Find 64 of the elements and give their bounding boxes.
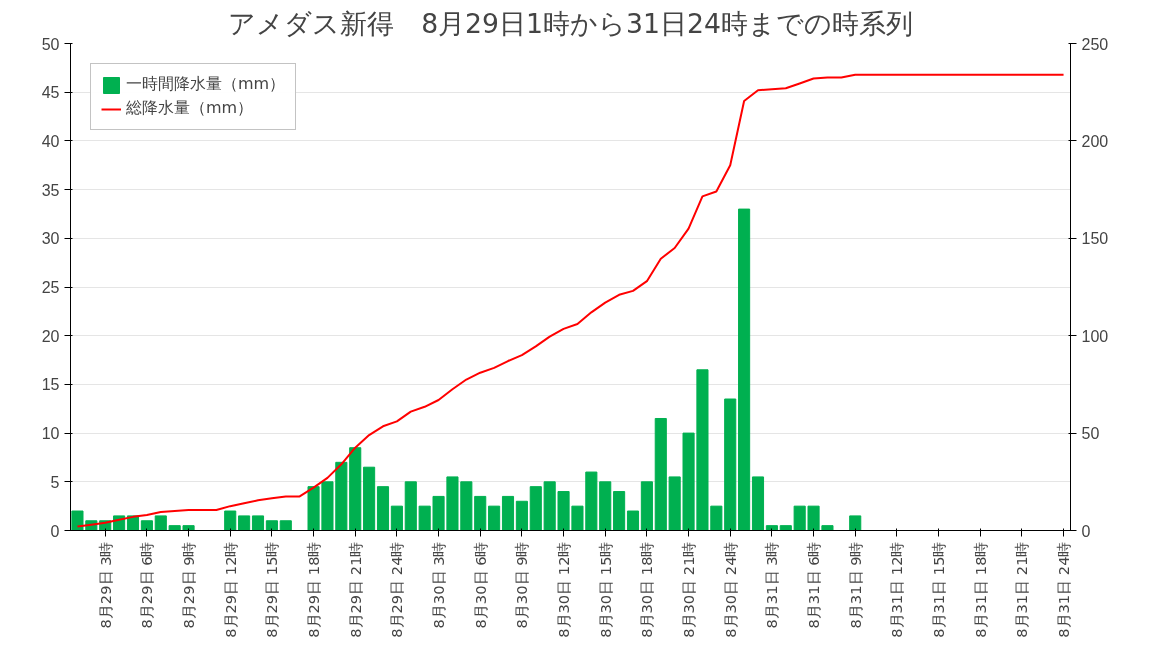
x-tick-label: 8月29日 18時 [305, 541, 323, 638]
bar [613, 491, 626, 531]
x-tick-label: 8月31日 9時 [846, 541, 864, 629]
y-tick-label: 10 [41, 425, 60, 443]
x-tick-label: 8月30日 18時 [638, 541, 656, 638]
x-tick-label: 8月29日 9時 [180, 541, 198, 629]
bar [849, 515, 862, 531]
x-tick-label: 8月30日 3時 [430, 541, 448, 629]
x-tick-label: 8月31日 3時 [763, 541, 781, 629]
x-tick-label: 8月30日 9時 [513, 541, 531, 629]
legend-label: 一時間降水量（mm） [126, 74, 286, 95]
x-tick-label: 8月30日 6時 [471, 541, 489, 629]
bar [751, 476, 765, 531]
x-tick-label: 8月31日 21時 [1013, 541, 1031, 638]
bar [238, 515, 251, 531]
y-tick-label: 50 [41, 35, 60, 53]
x-tick-label: 8月30日 21時 [680, 541, 698, 638]
bar [626, 510, 640, 531]
x-tick-label: 8月29日 21時 [346, 541, 364, 638]
y-tick-label: 40 [41, 132, 60, 150]
x-tick-label: 8月29日 6時 [138, 541, 156, 629]
line-series [76, 73, 1065, 528]
y2-tick-label: 100 [1081, 327, 1109, 345]
y2-tick-label: 50 [1081, 425, 1100, 443]
y2-tick-label: 200 [1081, 132, 1109, 150]
y-tick-label: 35 [41, 181, 60, 199]
bar [251, 515, 265, 531]
y2-tick-label: 150 [1081, 230, 1109, 248]
bar [279, 520, 292, 531]
bar [501, 495, 515, 531]
x-tick-label: 8月31日 15時 [930, 541, 948, 638]
x-tick-label: 8月29日 24時 [388, 541, 406, 638]
y-tick-label: 20 [41, 327, 60, 345]
y-tick-label: 15 [41, 376, 60, 394]
bar [515, 500, 528, 531]
y2-tick-label: 0 [1081, 522, 1091, 540]
bar [390, 505, 403, 531]
y-tick-label: 45 [41, 84, 60, 102]
y-tick-label: 25 [41, 279, 60, 296]
bar [765, 525, 778, 531]
bar [488, 505, 501, 531]
bar [265, 520, 278, 531]
x-tick-label: 8月31日 12時 [888, 541, 906, 638]
bar [224, 510, 237, 531]
x-tick-label: 8月30日 24時 [721, 541, 739, 638]
bar [376, 486, 390, 531]
x-tick-label: 8月31日 6時 [805, 541, 823, 629]
x-tick-label: 8月30日 15時 [596, 541, 614, 638]
y-tick-label: 0 [50, 522, 60, 540]
bar [640, 481, 653, 531]
chart-title: アメダス新得 8月29日1時から31日24時までの時系列 [228, 7, 913, 39]
y-tick-label: 30 [41, 230, 60, 248]
x-tick-label: 8月29日 15時 [263, 541, 281, 638]
y2-tick-label: 250 [1081, 35, 1109, 53]
bar [140, 520, 153, 531]
legend-label: 総降水量（mm） [126, 98, 254, 119]
x-tick-label: 8月29日 12時 [221, 541, 239, 638]
x-tick-label: 8月31日 24時 [1055, 541, 1073, 638]
x-tick-label: 8月29日 3時 [96, 541, 114, 629]
x-tick-label: 8月31日 18時 [971, 541, 989, 638]
bar [738, 208, 751, 531]
y-tick-label: 5 [50, 473, 60, 491]
bar [363, 466, 376, 531]
x-tick-label: 8月30日 12時 [555, 541, 573, 638]
